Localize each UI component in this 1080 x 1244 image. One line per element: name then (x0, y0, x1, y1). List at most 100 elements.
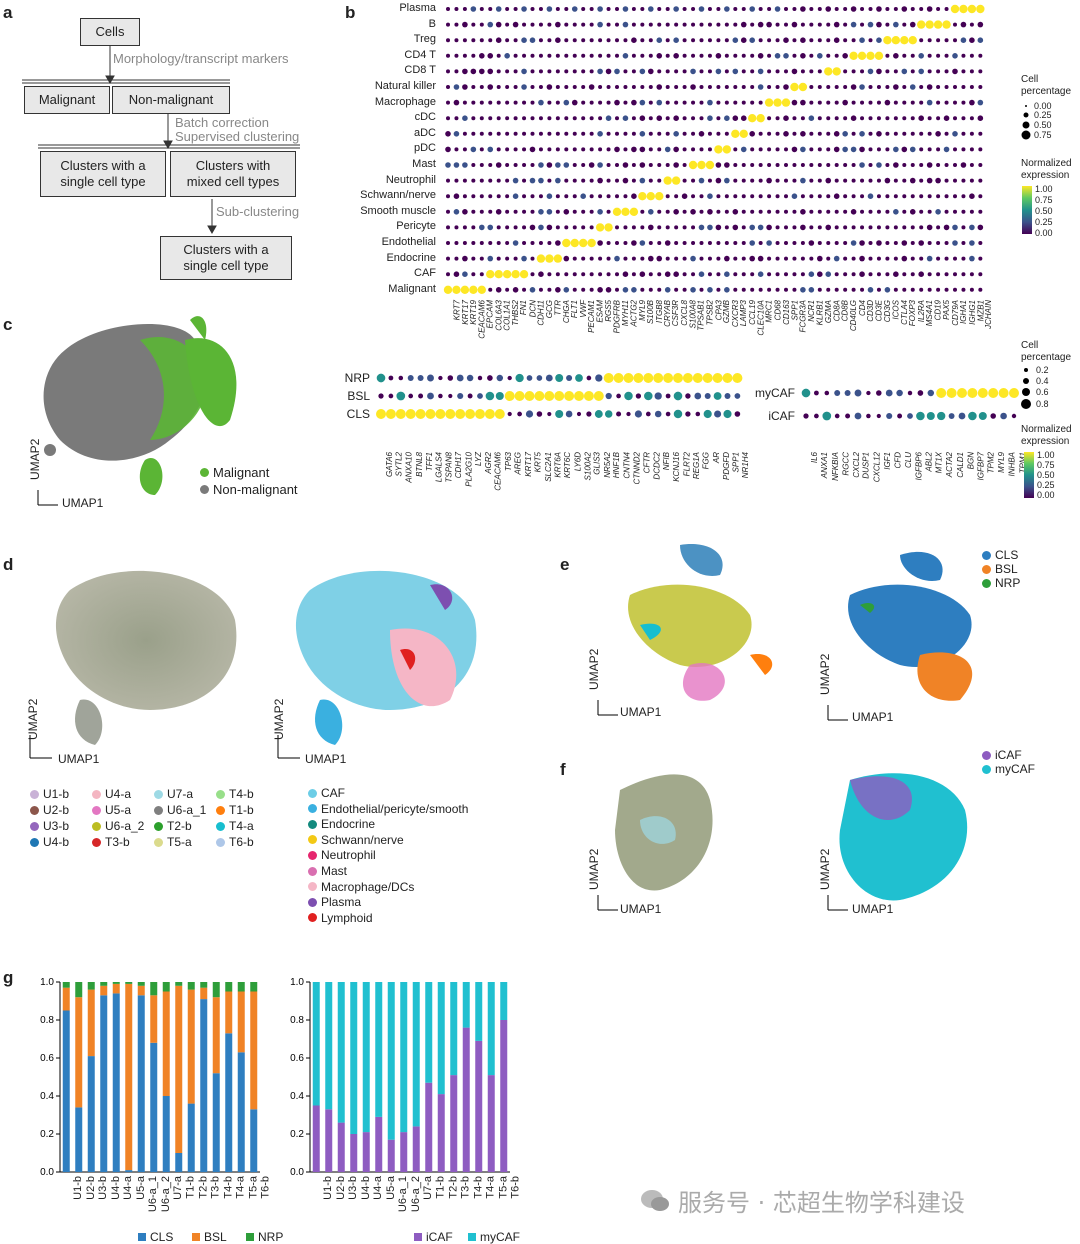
legend-b-expr-1: 0.75 (1035, 195, 1053, 205)
dotplot-b-dot (850, 240, 857, 246)
dotplot-dot (916, 411, 925, 421)
dotplot-b-dot (511, 270, 520, 279)
dotplot-b-gene-label: TTR (553, 300, 563, 316)
dotplot-b-dot (674, 69, 679, 74)
xtick-label: U5-a (384, 1176, 397, 1200)
dotplot-b-dot (885, 163, 890, 167)
dotplot-b-dot (784, 241, 788, 245)
dotplot-dot (635, 393, 642, 399)
dotplot-b-dot (849, 51, 858, 60)
dotplot-dot (685, 411, 691, 417)
bar-segment (462, 1027, 470, 1172)
dotplot-b-row-label: pDC (413, 142, 436, 155)
sample-legend-item: U6-a_2 (92, 819, 144, 833)
dotplot-b-dot (505, 178, 510, 183)
dotplot-b-dot (859, 37, 865, 43)
legend-c-expr-4: 0.00 (1037, 490, 1055, 500)
dotplot-b-dot (664, 146, 671, 153)
dotplot-gene-label: CDH17 (454, 452, 464, 479)
dotplot-b-dot (589, 116, 594, 121)
bar-segment (500, 1020, 508, 1172)
dotplot-b-dot (969, 287, 974, 292)
dotplot-b-row-label: Neutrophil (385, 173, 436, 186)
dotplot-b-dot (893, 241, 898, 245)
dotplot-b-dot (809, 256, 814, 261)
dotplot-gene-label: ANXA1 (820, 452, 830, 479)
dotplot-b-dot (953, 163, 957, 167)
dotplot-b-dot (750, 163, 755, 167)
dotplot-b-dot (657, 241, 662, 245)
dotplot-gene-label: HNF1B (612, 452, 622, 479)
dotplot-dot (834, 390, 841, 396)
dotplot-b-dot (918, 115, 924, 121)
dotplot-b-dot (977, 224, 984, 231)
dotplot-b-dot (733, 241, 738, 245)
dotplot-b-dot (538, 241, 543, 245)
dotplot-b-dot (961, 85, 966, 89)
dotplot-b-dot (767, 69, 772, 74)
dotplot-b-dot (631, 272, 636, 277)
dotplot-dot (536, 411, 543, 417)
dotplot-b-dot (505, 241, 510, 245)
dotplot-b-dot (826, 100, 831, 105)
dotplot-b-dot (919, 131, 924, 136)
dotplot-b-dot (674, 256, 679, 261)
panel-label-g: g (3, 968, 14, 987)
dotplot-b-dot (959, 4, 968, 14)
dotplot-b-dot (757, 271, 764, 278)
dotplot-dot (713, 392, 722, 400)
xtick-label: T4-b (472, 1176, 485, 1199)
dotplot-b-dot (707, 224, 713, 231)
dotplot-b-dot (487, 255, 494, 262)
dotplot-b-dot (639, 240, 646, 246)
dotplot-b-dot (504, 53, 510, 59)
dotplot-b-dot (572, 163, 577, 167)
dotplot-b-dot (581, 38, 586, 43)
dotplot-b-dot (496, 241, 501, 245)
dotplot-b-dot (800, 241, 805, 245)
dotplot-b-dot (665, 100, 670, 105)
dotplot-dot (456, 374, 464, 382)
dotplot-b-dot (631, 53, 636, 58)
dotplot-b-dot (674, 100, 679, 105)
malignant-dot-icon (200, 468, 209, 477)
dotplot-b-dot (757, 53, 764, 59)
dotplot-gene-label: MYL9 (997, 452, 1007, 473)
umap-d-left-cluster (55, 570, 237, 710)
dotplot-b-dot (538, 22, 543, 27)
dotplot-dot (388, 393, 394, 399)
bar-segment (62, 982, 70, 988)
dotplot-b-dot (961, 69, 966, 74)
dotplot-b-dot (902, 85, 907, 89)
dotplot-b-dot (648, 241, 653, 245)
dotplot-b-dot (817, 22, 822, 27)
dotplot-b-dot (487, 224, 494, 231)
dotplot-b-dot (714, 145, 723, 154)
dotplot-b-dot (522, 131, 527, 136)
dotplot-b-dot (936, 163, 941, 167)
celltype-dot-icon (308, 913, 317, 923)
dotplot-b-row-label: Treg (413, 33, 436, 46)
legend-c-pct-0: 0.2 (1036, 365, 1049, 375)
dotplot-b-dot (581, 116, 586, 121)
dotplot-b-dot (817, 194, 822, 199)
dotplot-b-dot (665, 116, 670, 121)
dotplot-b-dot (698, 224, 705, 231)
dotplot-b-dot (606, 85, 611, 89)
dotplot-b-gene-label: CD68 (773, 300, 783, 321)
dotplot-b-dot (639, 271, 646, 278)
dotplot-b-dot (631, 256, 636, 261)
dotplot-b-dot (648, 68, 654, 75)
dotplot-b-dot (597, 68, 603, 75)
dotplot-b-dot (555, 7, 560, 11)
dotplot-b-dot (969, 99, 975, 106)
dotplot-b-dot (530, 272, 535, 277)
dotplot-dot (937, 411, 946, 421)
dotplot-b-dot (969, 255, 975, 262)
dotplot-b-dot (673, 209, 679, 215)
dotplot-b-dot (697, 160, 706, 170)
dotplot-b-dot (665, 69, 670, 74)
dotplot-b-dot (665, 163, 670, 167)
bar-segment (387, 982, 395, 1140)
dotplot-b-dot (716, 287, 721, 292)
